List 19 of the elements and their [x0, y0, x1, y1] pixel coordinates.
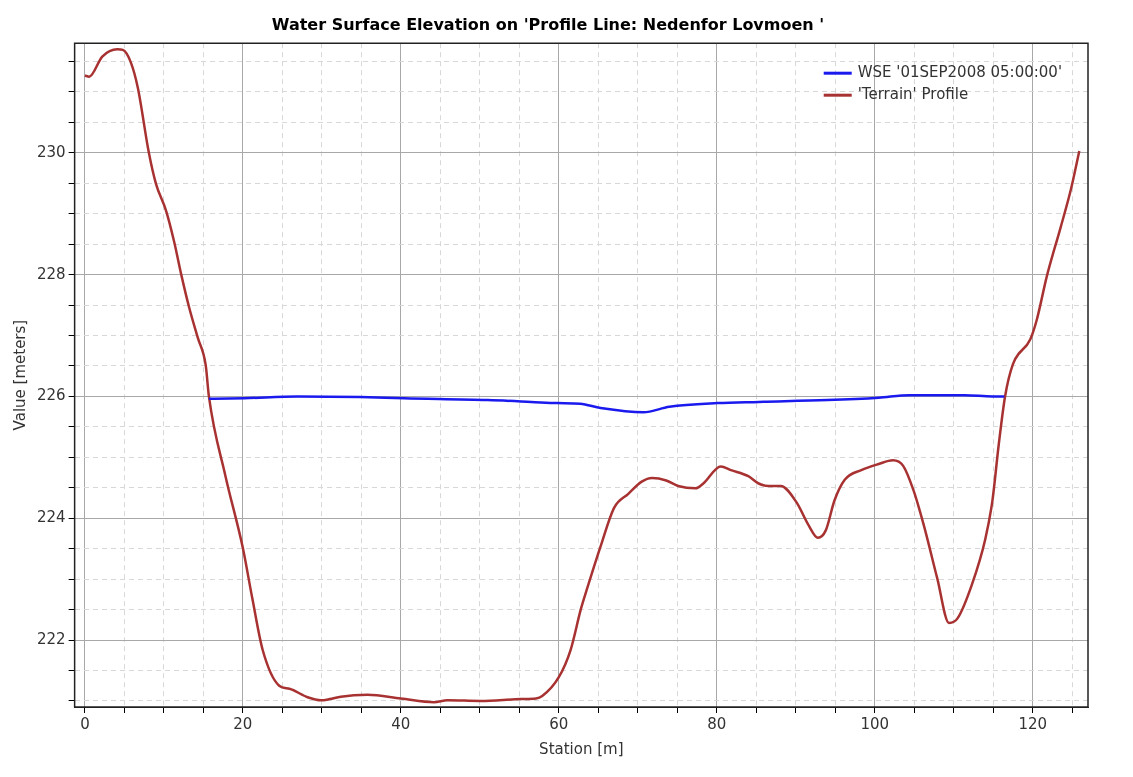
line-series — [83, 48, 1081, 704]
y-axis-title: Value [meters] — [10, 319, 29, 431]
x-axis-title: Station [m] — [539, 739, 624, 758]
x-tick-label: 120 — [1018, 714, 1048, 733]
x-tick-label: 0 — [80, 714, 90, 733]
y-tick-label: 228 — [36, 264, 66, 283]
chart-title: Water Surface Elevation on 'Profile Line: Nedenfor Lovmoen ' — [271, 14, 825, 34]
x-tick-label: 100 — [860, 714, 890, 733]
y-tick-label: 226 — [36, 386, 66, 405]
x-tick-label: 80 — [707, 714, 727, 733]
y-tick-label: 222 — [36, 629, 66, 648]
x-tick-label: 60 — [549, 714, 569, 733]
x-tick-label: 40 — [391, 714, 411, 733]
line-series — [207, 393, 1006, 414]
y-tick-label: 224 — [36, 508, 66, 527]
y-tick-label: 230 — [36, 142, 66, 161]
legend-label: WSE '01SEP2008 05:00:00' — [857, 63, 1063, 82]
x-tick-label: 20 — [233, 714, 253, 733]
legend-label: 'Terrain' Profile — [857, 85, 969, 104]
